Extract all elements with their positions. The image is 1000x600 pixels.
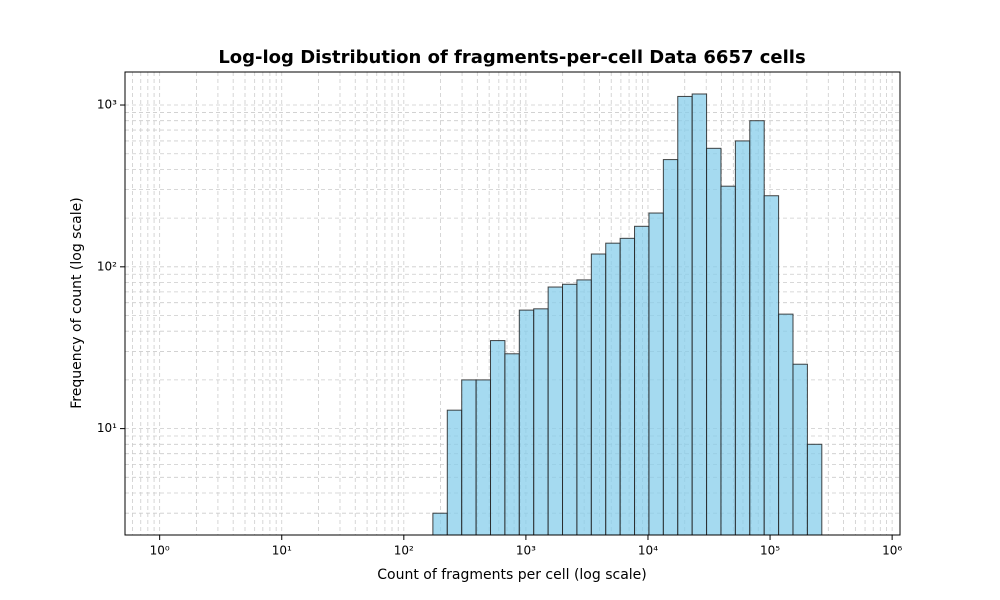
bar — [778, 313, 794, 536]
bar — [749, 120, 765, 536]
bar — [533, 308, 549, 536]
bar — [490, 340, 506, 536]
bar — [475, 379, 492, 536]
bar — [432, 512, 448, 536]
bar — [547, 286, 564, 536]
bar — [576, 279, 592, 536]
y-tick-label: 10³ — [97, 98, 117, 112]
bar — [691, 93, 708, 536]
bar — [806, 443, 823, 536]
plot-frame — [124, 71, 901, 536]
y-tick-label: 10¹ — [97, 421, 117, 435]
x-tick-label: 10⁵ — [760, 544, 780, 558]
bar — [619, 237, 636, 536]
bar — [734, 140, 751, 536]
bar — [792, 363, 808, 536]
bar — [677, 95, 693, 536]
bar — [504, 353, 520, 536]
y-tick-label: 10² — [97, 259, 117, 273]
x-tick-label: 10¹ — [272, 544, 292, 558]
x-tick-label: 10⁴ — [638, 544, 658, 558]
bar — [518, 309, 535, 536]
bar — [461, 379, 477, 536]
bar — [590, 253, 607, 536]
x-axis-label: Count of fragments per cell (log scale) — [377, 567, 647, 583]
bar — [706, 147, 722, 536]
bar — [763, 195, 780, 536]
x-tick-label: 10³ — [516, 544, 536, 558]
chart-title: Log-log Distribution of fragments-per-ce… — [218, 47, 805, 68]
x-tick-label: 10⁰ — [150, 544, 170, 558]
x-tick-label: 10² — [394, 544, 414, 558]
bar — [605, 242, 621, 536]
y-axis-label: Frequency of count (log scale) — [69, 197, 85, 408]
bar — [662, 159, 679, 536]
bar — [446, 409, 463, 536]
bar — [648, 212, 664, 536]
x-tick-label: 10⁶ — [882, 544, 902, 558]
bar — [634, 225, 650, 536]
bar — [720, 185, 736, 536]
bar — [562, 283, 578, 536]
